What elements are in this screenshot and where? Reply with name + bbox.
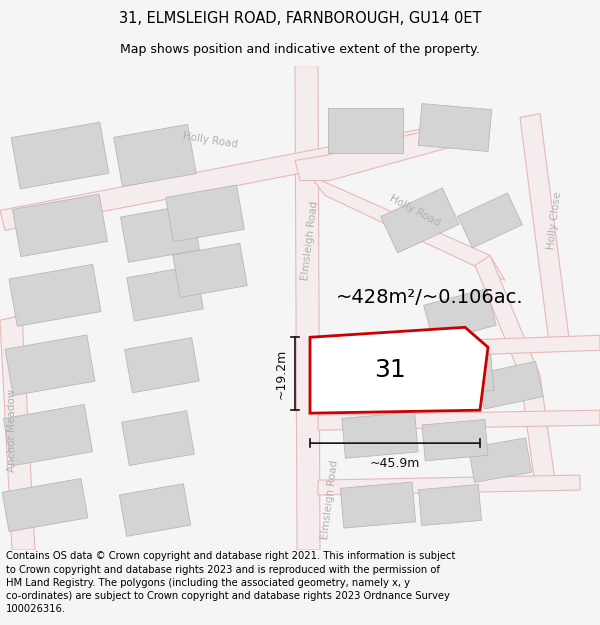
Text: ~45.9m: ~45.9m	[370, 457, 420, 470]
Polygon shape	[318, 335, 600, 360]
Text: Elmsleigh Road: Elmsleigh Road	[320, 460, 340, 541]
Bar	[2, 479, 88, 532]
Bar	[4, 404, 92, 466]
Text: ~428m²/~0.106ac.: ~428m²/~0.106ac.	[336, 288, 524, 307]
Bar	[121, 204, 199, 262]
Bar	[469, 438, 532, 483]
Text: 31: 31	[374, 358, 406, 382]
Polygon shape	[310, 328, 488, 413]
Bar	[166, 185, 244, 242]
Bar	[422, 419, 488, 461]
Bar	[328, 108, 403, 153]
Bar	[418, 104, 491, 151]
Text: Contains OS data © Crown copyright and database right 2021. This information is : Contains OS data © Crown copyright and d…	[6, 551, 455, 614]
Bar	[11, 122, 109, 189]
Text: Holly Road: Holly Road	[388, 193, 442, 228]
Bar	[424, 289, 496, 342]
Text: Elmsleigh Road: Elmsleigh Road	[300, 200, 320, 281]
Polygon shape	[0, 315, 35, 550]
Text: Holly Road: Holly Road	[182, 131, 238, 150]
Text: ~19.2m: ~19.2m	[275, 349, 288, 399]
Bar	[381, 188, 459, 253]
Text: 31, ELMSLEIGH ROAD, FARNBOROUGH, GU14 0ET: 31, ELMSLEIGH ROAD, FARNBOROUGH, GU14 0E…	[119, 11, 481, 26]
Text: Map shows position and indicative extent of the property.: Map shows position and indicative extent…	[120, 42, 480, 56]
Bar	[9, 264, 101, 326]
Polygon shape	[310, 176, 505, 281]
Bar	[426, 354, 494, 396]
Bar	[341, 347, 419, 393]
Bar	[114, 124, 196, 187]
Bar	[13, 194, 107, 257]
Bar	[458, 193, 523, 248]
Text: Holly Close: Holly Close	[547, 191, 563, 250]
Polygon shape	[318, 410, 600, 430]
Bar	[127, 266, 203, 321]
Bar	[477, 361, 543, 409]
Text: Anchor Meadow: Anchor Meadow	[7, 389, 17, 472]
Bar	[342, 412, 418, 458]
Bar	[419, 484, 481, 526]
Bar	[340, 482, 416, 528]
Polygon shape	[475, 256, 555, 485]
Polygon shape	[318, 475, 580, 495]
Polygon shape	[0, 118, 485, 231]
Polygon shape	[520, 114, 570, 350]
Bar	[125, 338, 199, 392]
Polygon shape	[295, 66, 320, 550]
Polygon shape	[295, 118, 485, 181]
Bar	[122, 411, 194, 466]
Bar	[119, 484, 191, 536]
Bar	[5, 335, 95, 396]
Bar	[173, 243, 247, 298]
